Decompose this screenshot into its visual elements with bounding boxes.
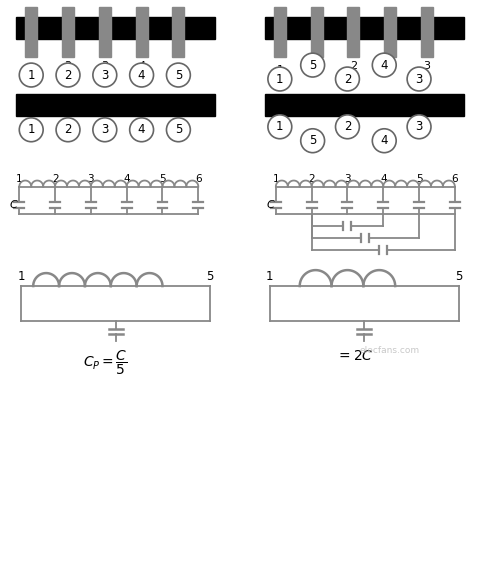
Text: 6: 6 <box>195 173 202 183</box>
Text: 5: 5 <box>174 123 182 137</box>
Text: 3: 3 <box>101 69 108 81</box>
Text: 5: 5 <box>159 173 166 183</box>
Text: 1: 1 <box>266 270 274 283</box>
Circle shape <box>20 63 43 87</box>
Text: 3: 3 <box>102 61 108 71</box>
Text: 2: 2 <box>64 123 72 137</box>
Text: $= 2C$: $= 2C$ <box>336 349 373 363</box>
Circle shape <box>130 63 154 87</box>
Text: 5: 5 <box>309 59 316 71</box>
Bar <box>62 8 74 57</box>
Circle shape <box>20 118 43 142</box>
Circle shape <box>300 53 324 77</box>
Bar <box>16 94 215 116</box>
Text: 5: 5 <box>313 65 320 75</box>
Text: 3: 3 <box>424 61 430 71</box>
Text: 5: 5 <box>174 69 182 81</box>
Bar <box>16 18 215 39</box>
Text: 1: 1 <box>18 270 25 283</box>
Bar <box>421 8 433 57</box>
Text: 5: 5 <box>175 65 182 75</box>
Text: 3: 3 <box>416 73 422 86</box>
Text: 5: 5 <box>455 270 462 283</box>
Text: 4: 4 <box>380 173 386 183</box>
Text: 6: 6 <box>452 173 458 183</box>
Text: 2: 2 <box>350 61 357 71</box>
Circle shape <box>56 63 80 87</box>
Text: 2: 2 <box>52 173 59 183</box>
Text: 4: 4 <box>138 123 145 137</box>
Circle shape <box>56 118 80 142</box>
Text: 2: 2 <box>308 173 315 183</box>
Text: $C_P = \dfrac{C}{5}$: $C_P = \dfrac{C}{5}$ <box>84 349 128 377</box>
Text: 4: 4 <box>124 173 130 183</box>
Circle shape <box>93 63 116 87</box>
Text: C: C <box>10 200 18 210</box>
Bar <box>384 8 396 57</box>
Text: 1: 1 <box>16 173 22 183</box>
Bar <box>172 8 184 57</box>
Text: 1: 1 <box>28 65 34 75</box>
Bar <box>26 8 37 57</box>
Bar <box>274 8 286 57</box>
Text: 2: 2 <box>344 120 351 133</box>
Text: 5: 5 <box>206 270 214 283</box>
Circle shape <box>166 63 190 87</box>
Text: 4: 4 <box>380 59 388 71</box>
Text: 2: 2 <box>64 69 72 81</box>
Text: C: C <box>266 200 274 210</box>
Text: 3: 3 <box>416 120 422 133</box>
Text: elecfans.com: elecfans.com <box>359 346 420 355</box>
Circle shape <box>300 129 324 153</box>
Circle shape <box>336 115 359 139</box>
Circle shape <box>93 118 116 142</box>
Text: 1: 1 <box>272 173 279 183</box>
Text: 2: 2 <box>64 61 71 71</box>
Bar <box>310 8 322 57</box>
Bar <box>99 8 111 57</box>
Text: 1: 1 <box>28 69 35 81</box>
Text: 3: 3 <box>101 123 108 137</box>
Circle shape <box>372 129 396 153</box>
Text: 5: 5 <box>416 173 422 183</box>
Circle shape <box>407 67 431 91</box>
Text: 4: 4 <box>386 61 394 71</box>
Text: 1: 1 <box>276 73 283 86</box>
Circle shape <box>407 115 431 139</box>
Bar <box>265 94 464 116</box>
Text: 4: 4 <box>138 61 145 71</box>
Text: 3: 3 <box>344 173 351 183</box>
Circle shape <box>268 115 292 139</box>
Circle shape <box>372 53 396 77</box>
Text: 4: 4 <box>138 69 145 81</box>
Bar <box>265 18 464 39</box>
Bar <box>348 8 360 57</box>
Bar <box>136 8 147 57</box>
Circle shape <box>336 67 359 91</box>
Text: 1: 1 <box>276 65 283 75</box>
Text: 1: 1 <box>28 123 35 137</box>
Text: 2: 2 <box>344 73 351 86</box>
Text: 4: 4 <box>380 134 388 147</box>
Text: 3: 3 <box>88 173 94 183</box>
Circle shape <box>130 118 154 142</box>
Circle shape <box>166 118 190 142</box>
Circle shape <box>268 67 292 91</box>
Text: 1: 1 <box>276 120 283 133</box>
Text: 5: 5 <box>309 134 316 147</box>
